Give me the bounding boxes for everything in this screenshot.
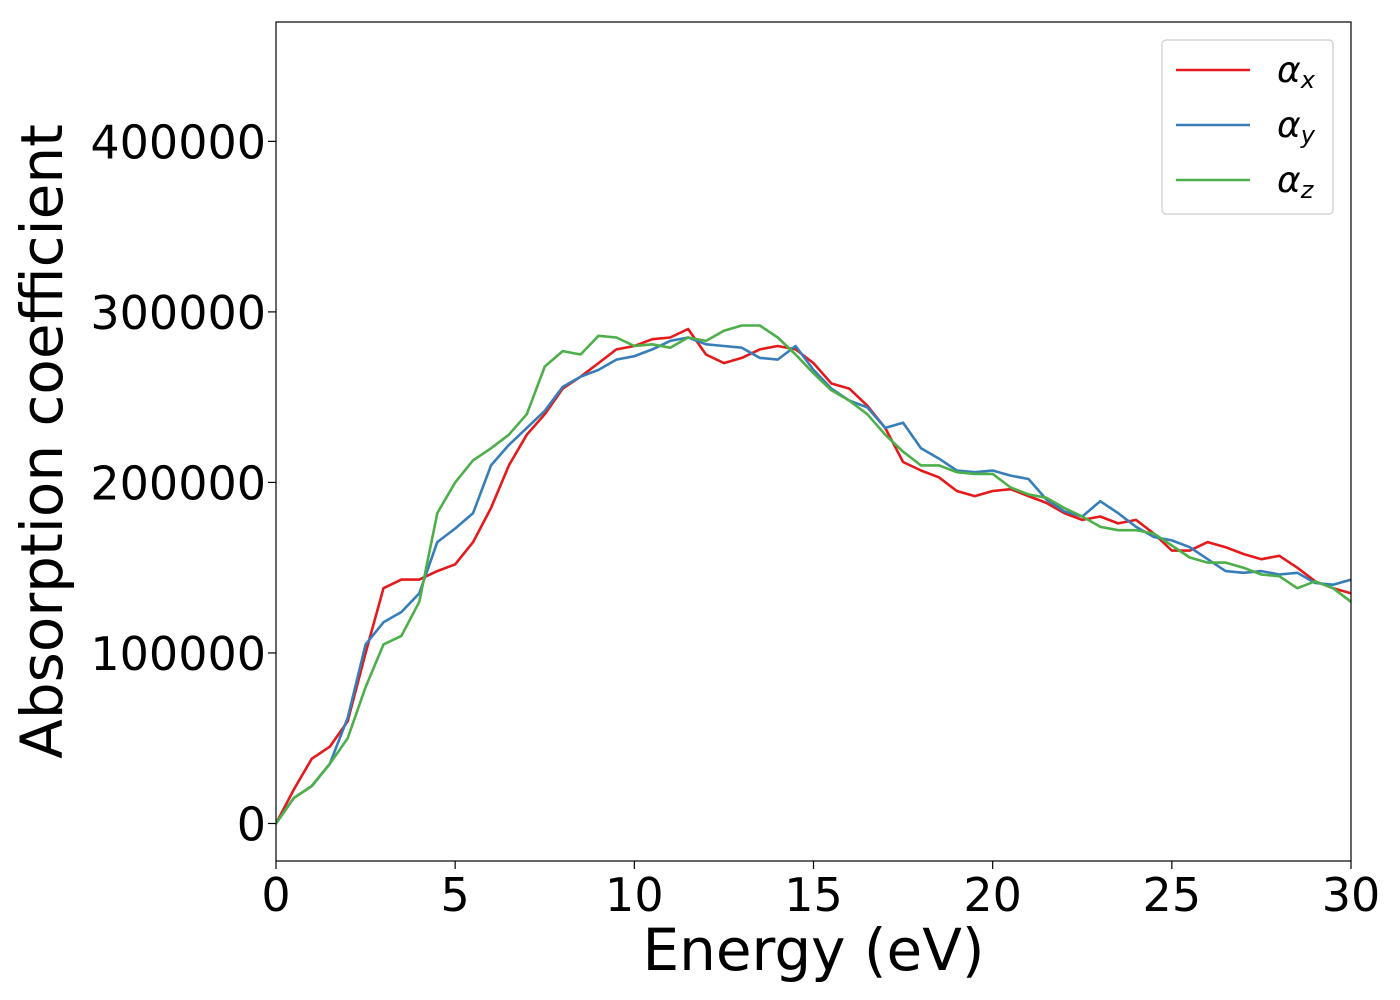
legend-label-x: αx	[1277, 50, 1316, 94]
legend-box	[1161, 39, 1334, 215]
y-axis-label: Absorption coefficient	[8, 124, 76, 759]
x-tick-label: 10	[605, 868, 664, 922]
series-line-z	[276, 324, 1351, 825]
y-tick-label: 100000	[90, 627, 266, 681]
y-tick-label: 200000	[90, 456, 266, 510]
legend-label-y: αy	[1277, 105, 1316, 149]
legend: αx αy αz	[1161, 39, 1334, 215]
series-line-y	[276, 336, 1351, 825]
x-axis-label: Energy (eV)	[642, 916, 984, 984]
x-axis: 0 5 10 15 20 25 30	[261, 861, 1380, 922]
x-tick-label: 30	[1322, 868, 1381, 922]
x-tick-label: 15	[784, 868, 843, 922]
series-layer	[276, 324, 1351, 825]
legend-label-z: αz	[1277, 160, 1315, 204]
y-axis: 0 100000 200000 300000 400000	[90, 115, 276, 851]
x-tick-label: 5	[441, 868, 470, 922]
y-tick-label: 0	[237, 797, 266, 851]
x-tick-label: 0	[261, 868, 290, 922]
y-tick-label: 300000	[90, 286, 266, 340]
x-tick-label: 20	[963, 868, 1022, 922]
x-tick-label: 25	[1143, 868, 1202, 922]
series-line-x	[276, 327, 1351, 825]
y-tick-label: 400000	[90, 115, 266, 169]
